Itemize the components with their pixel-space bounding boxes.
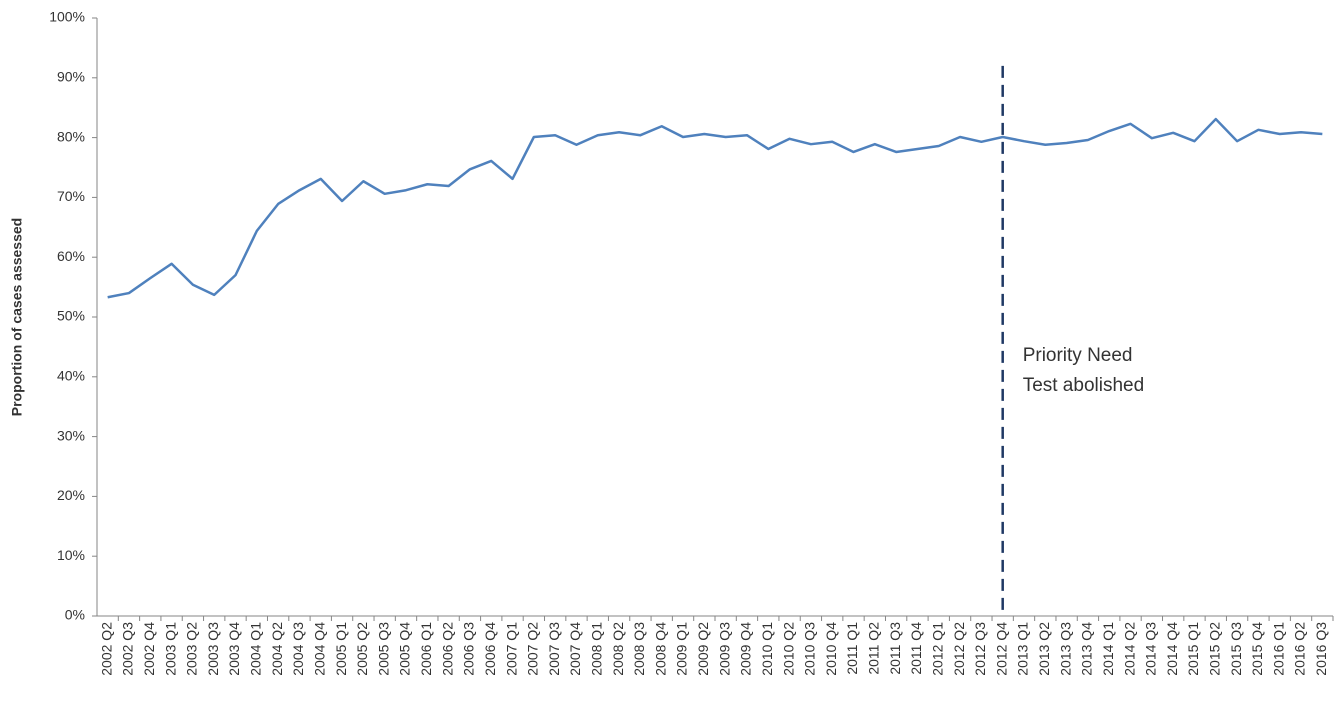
x-tick-label: 2005 Q2 xyxy=(354,622,370,676)
x-tick-label: 2002 Q3 xyxy=(120,622,136,676)
x-tick-label: 2003 Q4 xyxy=(226,622,242,676)
x-tick-label: 2010 Q3 xyxy=(802,622,818,676)
x-tick-label: 2010 Q2 xyxy=(780,622,796,676)
x-tick-label: 2011 Q3 xyxy=(887,622,903,675)
y-tick-label: 50% xyxy=(57,308,85,324)
x-tick-label: 2015 Q1 xyxy=(1185,622,1201,676)
x-tick-label: 2008 Q2 xyxy=(610,622,626,676)
data-line xyxy=(107,117,1323,299)
x-tick-label: 2013 Q3 xyxy=(1057,622,1073,676)
x-tick-label: 2006 Q4 xyxy=(482,622,498,676)
x-tick-label: 2016 Q3 xyxy=(1313,622,1329,676)
x-tick-label: 2003 Q3 xyxy=(205,622,221,676)
x-tick-label: 2005 Q4 xyxy=(397,622,413,676)
x-tick-label: 2008 Q1 xyxy=(588,622,604,676)
x-tick-label: 2011 Q4 xyxy=(908,622,924,675)
y-tick-label: 70% xyxy=(57,188,85,204)
y-tick-label: 40% xyxy=(57,368,85,384)
x-tick-label: 2011 Q1 xyxy=(844,622,860,675)
x-tick-label: 2012 Q1 xyxy=(929,622,945,676)
x-tick-label: 2015 Q3 xyxy=(1228,622,1244,676)
annotation: Priority Need xyxy=(1023,345,1133,366)
x-tick-label: 2002 Q4 xyxy=(141,622,157,676)
x-tick-label: 2014 Q1 xyxy=(1100,622,1116,676)
x-tick-label: 2012 Q3 xyxy=(972,622,988,676)
y-tick-label: 10% xyxy=(57,547,85,563)
x-tick-label: 2004 Q4 xyxy=(311,622,327,676)
x-tick-label: 2005 Q1 xyxy=(333,622,349,676)
x-tick-label: 2007 Q2 xyxy=(525,622,541,676)
x-tick-label: 2013 Q1 xyxy=(1015,622,1031,676)
x-tick-label: 2003 Q1 xyxy=(162,622,178,676)
x-tick-label: 2007 Q4 xyxy=(567,622,583,676)
x-tick-label: 2011 Q2 xyxy=(866,622,882,675)
y-tick-label: 100% xyxy=(49,9,85,25)
x-tick-label: 2015 Q4 xyxy=(1249,622,1265,676)
x-tick-label: 2002 Q2 xyxy=(98,622,114,676)
x-tick-label: 2010 Q4 xyxy=(823,622,839,676)
x-tick-label: 2004 Q2 xyxy=(269,622,285,676)
x-tick-label: 2006 Q3 xyxy=(461,622,477,676)
x-tick-label: 2007 Q1 xyxy=(503,622,519,676)
y-tick-label: 60% xyxy=(57,248,85,264)
x-tick-label: 2014 Q3 xyxy=(1143,622,1159,676)
x-tick-label: 2010 Q1 xyxy=(759,622,775,676)
x-tick-label: 2013 Q4 xyxy=(1079,622,1095,676)
y-tick-label: 80% xyxy=(57,128,85,144)
y-tick-label: 20% xyxy=(57,487,85,503)
x-tick-label: 2009 Q3 xyxy=(716,622,732,676)
x-tick-label: 2003 Q2 xyxy=(184,622,200,676)
x-tick-label: 2012 Q4 xyxy=(993,622,1009,676)
x-tick-label: 2004 Q3 xyxy=(290,622,306,676)
x-tick-label: 2013 Q2 xyxy=(1036,622,1052,676)
x-tick-label: 2008 Q4 xyxy=(652,622,668,676)
x-tick-label: 2006 Q1 xyxy=(418,622,434,676)
x-tick-label: 2016 Q2 xyxy=(1292,622,1308,676)
x-tick-label: 2005 Q3 xyxy=(375,622,391,676)
x-tick-label: 2014 Q2 xyxy=(1121,622,1137,676)
x-tick-label: 2007 Q3 xyxy=(546,622,562,676)
x-tick-label: 2008 Q3 xyxy=(631,622,647,676)
y-axis-label: Proportion of cases assessed xyxy=(9,218,25,416)
x-tick-label: 2015 Q2 xyxy=(1206,622,1222,676)
x-tick-label: 2009 Q4 xyxy=(738,622,754,676)
annotation: Test abolished xyxy=(1023,375,1144,396)
x-tick-label: 2012 Q2 xyxy=(951,622,967,676)
y-tick-label: 0% xyxy=(65,607,85,623)
x-tick-label: 2006 Q2 xyxy=(439,622,455,676)
x-tick-label: 2004 Q1 xyxy=(248,622,264,676)
x-tick-label: 2009 Q1 xyxy=(674,622,690,676)
x-tick-label: 2016 Q1 xyxy=(1270,622,1286,676)
y-tick-label: 30% xyxy=(57,427,85,443)
x-tick-label: 2009 Q2 xyxy=(695,622,711,676)
y-tick-label: 90% xyxy=(57,69,85,85)
x-tick-label: 2014 Q4 xyxy=(1164,622,1180,676)
